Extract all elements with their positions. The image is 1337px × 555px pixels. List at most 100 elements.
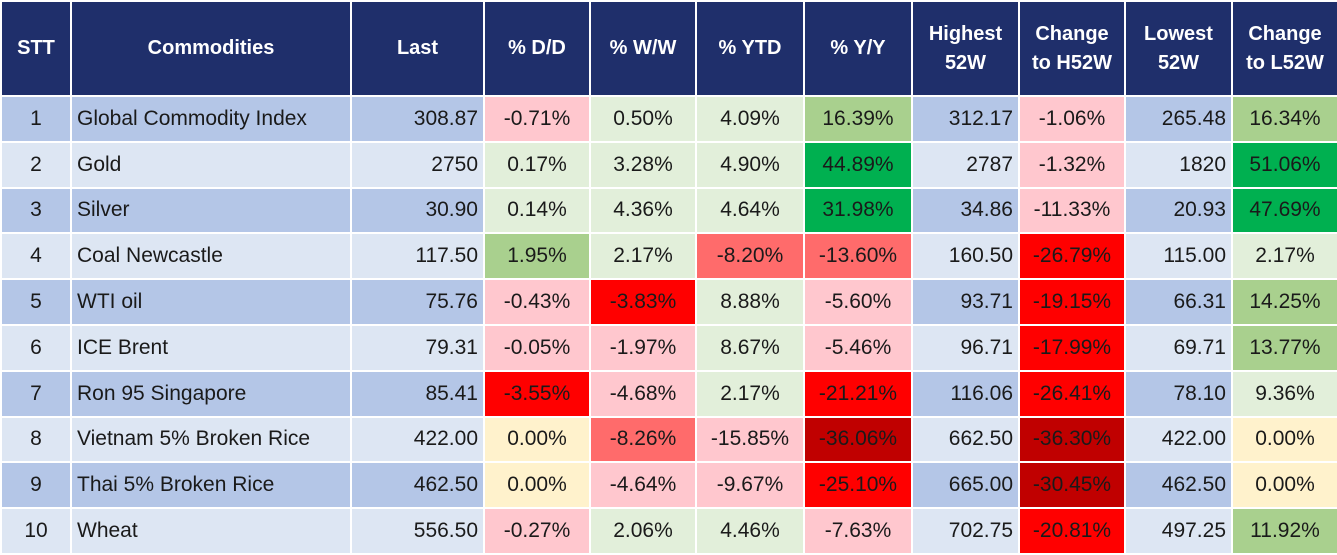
header-row: STT Commodities Last % D/D % W/W % YTD %… — [0, 0, 1337, 97]
cell-yy: -25.10% — [803, 461, 913, 510]
cell-yy: 16.39% — [803, 95, 913, 143]
cell-ww: -4.64% — [589, 461, 697, 510]
cell-highest-52w: 96.71 — [911, 323, 1020, 372]
table-row: 5 WTI oil 75.76 -0.43% -3.83% 8.88% -5.60% 93.7… — [0, 278, 1337, 326]
cell-yy: -5.46% — [803, 323, 913, 372]
cell-last: 85.41 — [350, 369, 485, 418]
cell-change-to-h52w: -11.33% — [1018, 186, 1126, 235]
cell-highest-52w: 34.86 — [911, 186, 1020, 235]
cell-commodity: Global Commodity Index — [70, 95, 352, 143]
cell-change-to-l52w: 51.06% — [1231, 140, 1337, 189]
cell-commodity: Silver — [70, 186, 352, 235]
cell-dd: 1.95% — [483, 232, 591, 281]
cell-dd: 0.00% — [483, 415, 591, 464]
cell-commodity: Ron 95 Singapore — [70, 369, 352, 418]
cell-stt: 8 — [0, 415, 72, 464]
cell-yy: -21.21% — [803, 369, 913, 418]
cell-dd: -0.43% — [483, 278, 591, 326]
cell-yy: -7.63% — [803, 507, 913, 555]
cell-change-to-h52w: -26.79% — [1018, 232, 1126, 281]
cell-ytd: 4.09% — [695, 95, 805, 143]
cell-change-to-l52w: 0.00% — [1231, 415, 1337, 464]
cell-ytd: 2.17% — [695, 369, 805, 418]
cell-change-to-l52w: 47.69% — [1231, 186, 1337, 235]
cell-ww: 4.36% — [589, 186, 697, 235]
cell-change-to-h52w: -26.41% — [1018, 369, 1126, 418]
cell-dd: -0.27% — [483, 507, 591, 555]
cell-commodity: Thai 5% Broken Rice — [70, 461, 352, 510]
cell-last: 75.76 — [350, 278, 485, 326]
cell-stt: 9 — [0, 461, 72, 510]
cell-ww: 2.06% — [589, 507, 697, 555]
table-row: 4 Coal Newcastle 117.50 1.95% 2.17% -8.20% -13… — [0, 232, 1337, 281]
cell-last: 117.50 — [350, 232, 485, 281]
table-row: 3 Silver 30.90 0.14% 4.36% 4.64% 31.98% 34.86 -1… — [0, 186, 1337, 235]
cell-last: 2750 — [350, 140, 485, 189]
cell-stt: 2 — [0, 140, 72, 189]
cell-yy: 44.89% — [803, 140, 913, 189]
cell-stt: 5 — [0, 278, 72, 326]
cell-ytd: 4.46% — [695, 507, 805, 555]
cell-commodity: WTI oil — [70, 278, 352, 326]
cell-highest-52w: 312.17 — [911, 95, 1020, 143]
cell-highest-52w: 702.75 — [911, 507, 1020, 555]
cell-lowest-52w: 115.00 — [1124, 232, 1233, 281]
column-header-yy: % Y/Y — [803, 0, 913, 97]
cell-ww: -4.68% — [589, 369, 697, 418]
table-row: 7 Ron 95 Singapore 85.41 -3.55% -4.68% 2.17% -… — [0, 369, 1337, 418]
cell-lowest-52w: 66.31 — [1124, 278, 1233, 326]
cell-change-to-h52w: -1.06% — [1018, 95, 1126, 143]
cell-commodity: Gold — [70, 140, 352, 189]
cell-lowest-52w: 20.93 — [1124, 186, 1233, 235]
cell-stt: 3 — [0, 186, 72, 235]
cell-change-to-l52w: 9.36% — [1231, 369, 1337, 418]
table-row: 9 Thai 5% Broken Rice 462.50 0.00% -4.64% -9.… — [0, 461, 1337, 510]
column-header-ytd: % YTD — [695, 0, 805, 97]
cell-yy: -13.60% — [803, 232, 913, 281]
cell-ytd: -8.20% — [695, 232, 805, 281]
cell-ytd: -15.85% — [695, 415, 805, 464]
cell-last: 79.31 — [350, 323, 485, 372]
cell-stt: 6 — [0, 323, 72, 372]
cell-last: 308.87 — [350, 95, 485, 143]
cell-ytd: 4.90% — [695, 140, 805, 189]
column-header-change-to-l52w: Change to L52W — [1231, 0, 1337, 97]
cell-change-to-l52w: 0.00% — [1231, 461, 1337, 510]
cell-dd: 0.14% — [483, 186, 591, 235]
cell-stt: 10 — [0, 507, 72, 555]
cell-commodity: Wheat — [70, 507, 352, 555]
table-row: 8 Vietnam 5% Broken Rice 422.00 0.00% -8.26%… — [0, 415, 1337, 464]
cell-highest-52w: 93.71 — [911, 278, 1020, 326]
column-header-last: Last — [350, 0, 485, 97]
cell-change-to-h52w: -20.81% — [1018, 507, 1126, 555]
column-header-stt: STT — [0, 0, 72, 97]
column-header-ww: % W/W — [589, 0, 697, 97]
cell-ww: -3.83% — [589, 278, 697, 326]
cell-yy: 31.98% — [803, 186, 913, 235]
cell-change-to-l52w: 11.92% — [1231, 507, 1337, 555]
cell-highest-52w: 2787 — [911, 140, 1020, 189]
cell-highest-52w: 665.00 — [911, 461, 1020, 510]
cell-last: 30.90 — [350, 186, 485, 235]
cell-ytd: 8.88% — [695, 278, 805, 326]
cell-commodity: Vietnam 5% Broken Rice — [70, 415, 352, 464]
cell-ww: 2.17% — [589, 232, 697, 281]
cell-lowest-52w: 265.48 — [1124, 95, 1233, 143]
column-header-lowest-52w: Lowest 52W — [1124, 0, 1233, 97]
cell-change-to-l52w: 16.34% — [1231, 95, 1337, 143]
cell-last: 462.50 — [350, 461, 485, 510]
cell-yy: -36.06% — [803, 415, 913, 464]
table-row: 1 Global Commodity Index 308.87 -0.71% 0.50%… — [0, 95, 1337, 143]
cell-dd: 0.00% — [483, 461, 591, 510]
cell-commodity: ICE Brent — [70, 323, 352, 372]
table-row: 2 Gold 2750 0.17% 3.28% 4.90% 44.89% 2787 -1.32%… — [0, 140, 1337, 189]
cell-dd: -0.05% — [483, 323, 591, 372]
cell-highest-52w: 662.50 — [911, 415, 1020, 464]
cell-lowest-52w: 78.10 — [1124, 369, 1233, 418]
cell-change-to-l52w: 13.77% — [1231, 323, 1337, 372]
cell-dd: -3.55% — [483, 369, 591, 418]
cell-last: 556.50 — [350, 507, 485, 555]
cell-change-to-h52w: -36.30% — [1018, 415, 1126, 464]
cell-ytd: -9.67% — [695, 461, 805, 510]
